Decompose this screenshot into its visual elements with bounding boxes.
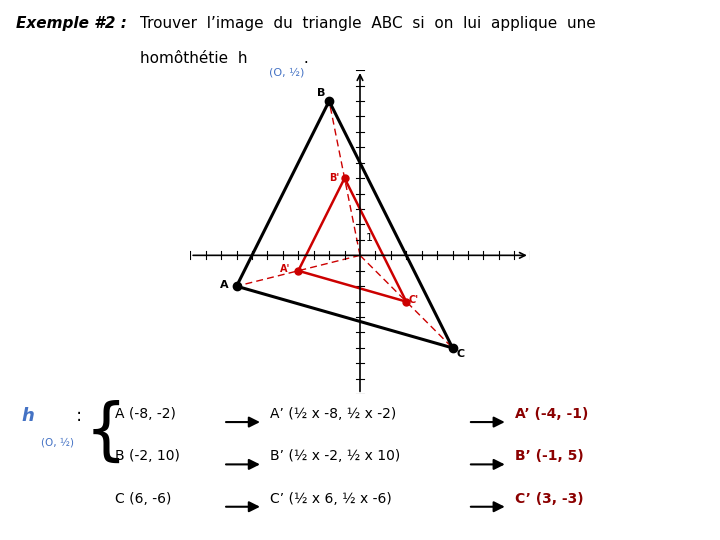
Text: B': B' bbox=[328, 173, 339, 183]
Text: B’ (½ x -2, ½ x 10): B’ (½ x -2, ½ x 10) bbox=[270, 449, 400, 463]
Text: Trouver  l’image  du  triangle  ABC  si  on  lui  applique  une: Trouver l’image du triangle ABC si on lu… bbox=[140, 16, 596, 31]
Text: A’ (-4, -1): A’ (-4, -1) bbox=[515, 407, 588, 421]
Text: A': A' bbox=[280, 264, 290, 274]
Text: Exemple #2 :: Exemple #2 : bbox=[16, 16, 132, 31]
Text: C: C bbox=[456, 349, 464, 359]
Text: 1: 1 bbox=[366, 233, 372, 242]
Text: homôthétie  h: homôthétie h bbox=[140, 51, 248, 66]
Text: (O, ½): (O, ½) bbox=[269, 67, 305, 77]
Text: A’ (½ x -8, ½ x -2): A’ (½ x -8, ½ x -2) bbox=[270, 407, 396, 421]
Text: (O, ½): (O, ½) bbox=[41, 437, 74, 447]
Text: C': C' bbox=[409, 295, 419, 305]
Text: h: h bbox=[22, 407, 35, 425]
Text: C’ (½ x 6, ½ x -6): C’ (½ x 6, ½ x -6) bbox=[270, 491, 392, 505]
Text: {: { bbox=[85, 400, 127, 465]
Text: A: A bbox=[220, 280, 228, 289]
Text: B (-2, 10): B (-2, 10) bbox=[115, 449, 180, 463]
Text: .: . bbox=[299, 51, 309, 66]
Text: :: : bbox=[71, 407, 81, 425]
Text: B’ (-1, 5): B’ (-1, 5) bbox=[515, 449, 583, 463]
Text: A (-8, -2): A (-8, -2) bbox=[115, 407, 176, 421]
Text: B: B bbox=[318, 89, 325, 98]
Text: C’ (3, -3): C’ (3, -3) bbox=[515, 491, 583, 505]
Text: C (6, -6): C (6, -6) bbox=[115, 491, 171, 505]
